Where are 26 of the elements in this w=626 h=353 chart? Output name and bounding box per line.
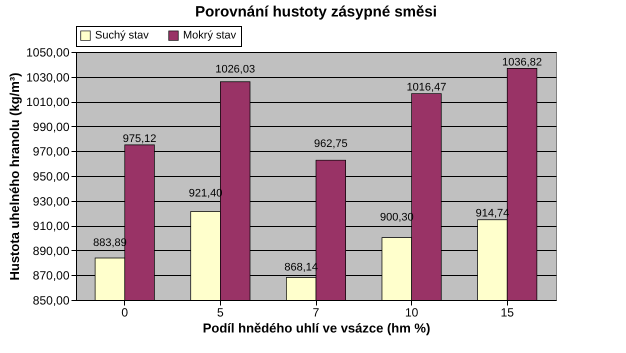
x-tick-label: 10 xyxy=(404,306,419,320)
data-label: 1026,03 xyxy=(215,64,256,76)
x-axis-title: Podíl hnědého uhlí ve vsázce (hm %) xyxy=(202,320,430,336)
y-tick-label: 910,00 xyxy=(32,219,70,234)
data-label: 962,75 xyxy=(314,138,348,150)
x-tick-label: 5 xyxy=(217,306,224,320)
y-tick-label: 930,00 xyxy=(32,194,70,208)
chart-title: Porovnání hustoty zásypné směsi xyxy=(195,4,437,20)
data-label: 975,12 xyxy=(122,132,156,145)
legend-label: Mokrý stav xyxy=(183,30,237,42)
y-tick-label: 970,00 xyxy=(32,144,70,159)
y-tick-label: 950,00 xyxy=(32,170,70,184)
x-tick-label: 15 xyxy=(500,306,514,320)
y-tick-label: 870,00 xyxy=(32,268,70,283)
data-label: 1016,47 xyxy=(406,82,446,94)
y-tick-label: 1050,00 xyxy=(26,46,70,60)
y-tick-label: 1030,00 xyxy=(26,70,70,84)
y-tick-label: 850,00 xyxy=(32,294,70,308)
x-tick-label: 0 xyxy=(121,306,128,320)
data-label: 1036,82 xyxy=(502,56,542,68)
y-tick-label: 990,00 xyxy=(32,120,70,134)
x-tick-label: 7 xyxy=(312,306,320,320)
y-tick-label: 890,00 xyxy=(32,244,70,258)
y-tick-label: 1010,00 xyxy=(26,95,70,110)
y-axis-title: Hustota uhelného hranolu (kg/m³) xyxy=(7,72,22,280)
legend-label: Suchý stav xyxy=(95,30,150,42)
